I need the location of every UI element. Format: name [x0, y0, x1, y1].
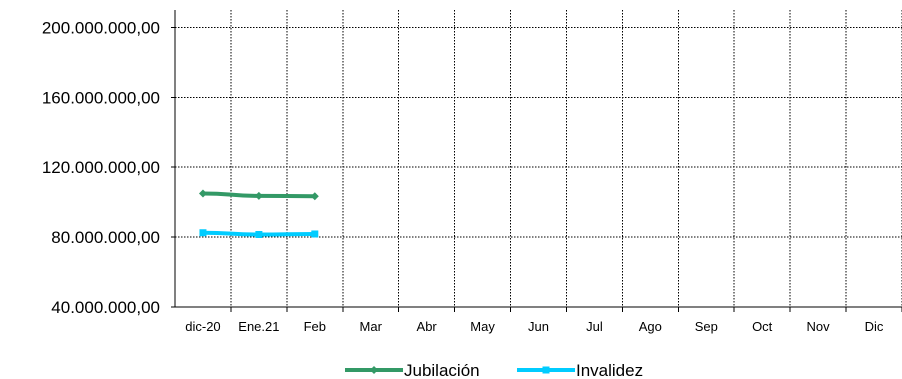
y-axis-tick-labels: 40.000.000,00 80.000.000,00 120.000.000,00…: [42, 18, 160, 317]
y-tick-label: 120.000.000,00: [42, 158, 160, 177]
x-tick-label: Ago: [639, 319, 662, 334]
x-tick-label: Dic: [865, 319, 884, 334]
data-point: [311, 230, 319, 238]
series-lines: [198, 189, 319, 238]
y-tick-label: 200.000.000,00: [42, 18, 160, 37]
data-point: [198, 189, 207, 198]
y-tick-label: 80.000.000,00: [51, 228, 160, 247]
x-tick-label: Sep: [695, 319, 718, 334]
x-tick-label: Nov: [807, 319, 831, 334]
y-tick-label: 160.000.000,00: [42, 88, 160, 107]
x-tick-label: Ene.21: [238, 319, 279, 334]
legend-swatch-marker: [542, 366, 550, 374]
data-point: [254, 191, 263, 200]
legend-label: Invalidez: [576, 361, 643, 379]
x-tick-label: Feb: [304, 319, 326, 334]
legend: Jubilación Invalidez: [345, 361, 643, 379]
data-point: [255, 230, 263, 238]
x-tick-label: May: [470, 319, 495, 334]
x-tick-label: Mar: [360, 319, 383, 334]
x-tick-label: Jul: [586, 319, 603, 334]
legend-label: Jubilación: [404, 361, 480, 379]
x-tick-label: Oct: [752, 319, 773, 334]
x-tick-label: Jun: [528, 319, 549, 334]
grid: [175, 10, 902, 307]
axes: [171, 10, 902, 312]
x-tick-label: dic-20: [185, 319, 220, 334]
x-axis-tick-labels: dic-20 Ene.21 Feb Mar Abr May Jun Jul Ago Sep Oct N…: [185, 319, 884, 334]
legend-swatch-marker: [370, 366, 378, 374]
y-tick-label: 40.000.000,00: [51, 298, 160, 317]
data-point: [199, 229, 207, 237]
data-point: [310, 192, 319, 201]
x-tick-label: Abr: [417, 319, 438, 334]
